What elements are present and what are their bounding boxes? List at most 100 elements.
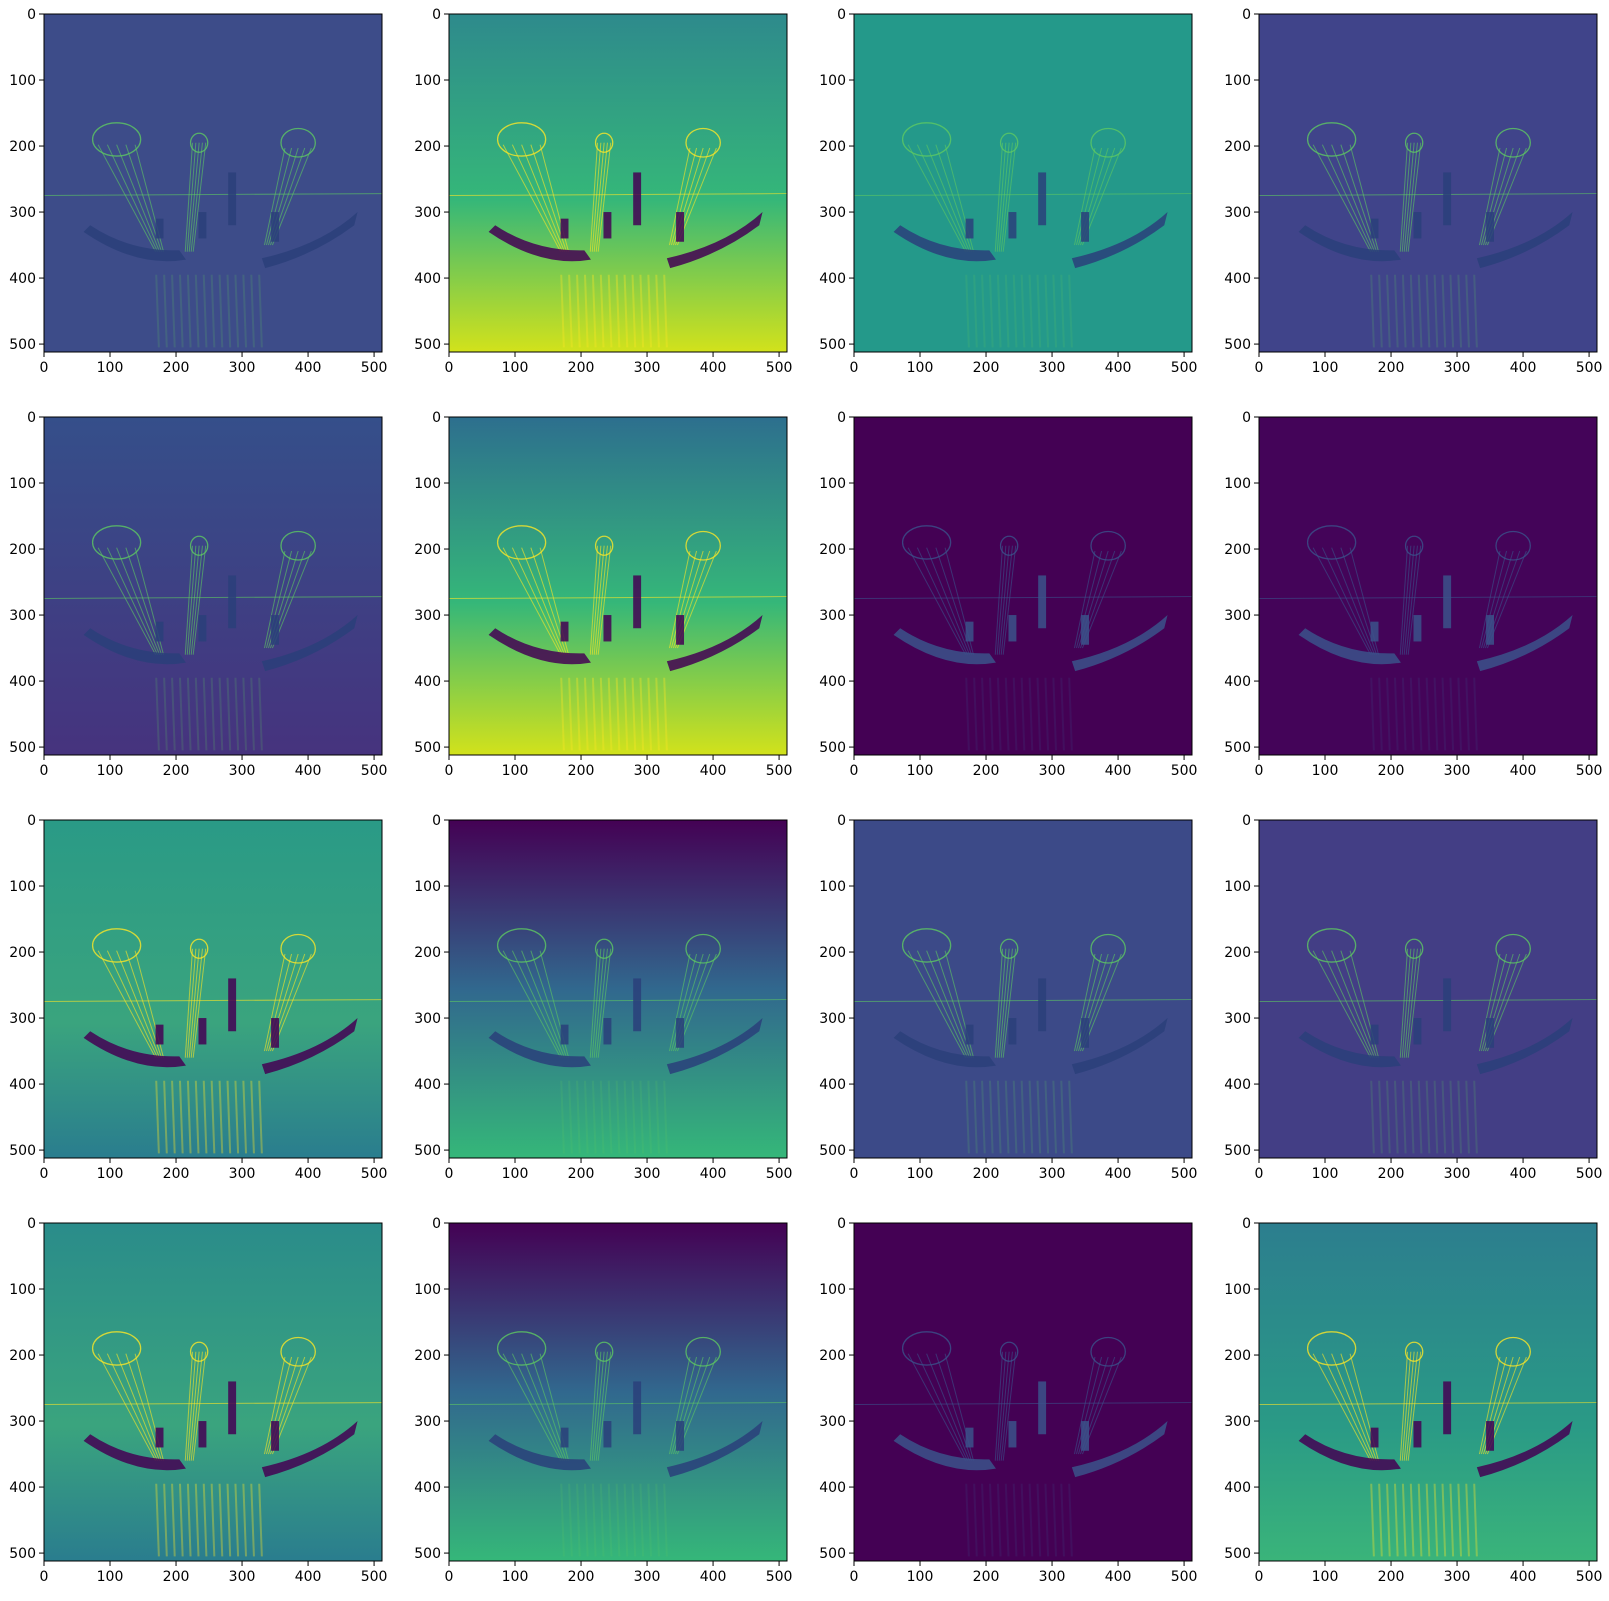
reflection-streak xyxy=(171,677,176,751)
fisherman-shape xyxy=(155,621,164,642)
reflection-streak xyxy=(615,1483,621,1557)
feature-map-image xyxy=(449,1223,787,1561)
fisherman-shape xyxy=(633,978,642,1032)
net-line xyxy=(1401,142,1412,252)
net-line xyxy=(907,144,967,252)
net-line xyxy=(998,545,1010,655)
y-tick-label: 200 xyxy=(414,542,441,558)
net-line xyxy=(1002,545,1017,655)
boat-shape xyxy=(261,1421,358,1478)
feature-map-image xyxy=(854,820,1192,1158)
horizon-line xyxy=(1258,596,1598,600)
reflection-streak xyxy=(1370,1483,1375,1557)
reflection-streak xyxy=(1044,677,1050,751)
net-line xyxy=(1002,1351,1017,1461)
y-tick-label: 500 xyxy=(1224,337,1251,353)
x-tick-label: 500 xyxy=(766,360,793,376)
reflection-streak xyxy=(583,1080,589,1154)
net-line xyxy=(593,1351,605,1461)
reflection-streak xyxy=(1378,1483,1383,1557)
reflection-streak xyxy=(1433,677,1439,751)
reflection-streak xyxy=(973,677,978,751)
x-tick-label: 100 xyxy=(907,360,934,376)
fisherman-shape xyxy=(1038,575,1047,629)
net-line xyxy=(1401,948,1412,1058)
x-tick-label: 400 xyxy=(700,360,727,376)
net-line xyxy=(188,545,200,655)
reflection-streak xyxy=(226,274,232,348)
reflection-streak xyxy=(1473,1080,1478,1154)
reflection-streak xyxy=(988,1080,994,1154)
reflection-streak xyxy=(1378,677,1383,751)
net-line xyxy=(116,144,160,252)
reflection-streak xyxy=(576,1483,581,1557)
x-tick-label: 100 xyxy=(97,1166,124,1182)
reflection-streak xyxy=(568,677,573,751)
fisherman-shape xyxy=(676,615,685,645)
net-line xyxy=(670,550,698,649)
x-tick-label: 100 xyxy=(907,1166,934,1182)
reflection-streak xyxy=(171,1080,176,1154)
net-line xyxy=(190,1351,203,1461)
net-line xyxy=(589,545,599,655)
reflection-streak xyxy=(1401,274,1407,348)
reflection-streak xyxy=(1465,1080,1470,1154)
net-line xyxy=(994,545,1004,655)
y-tick-label: 0 xyxy=(1242,410,1251,426)
y-tick-label: 300 xyxy=(9,1011,36,1027)
y-tick-label: 500 xyxy=(414,337,441,353)
horizon-line xyxy=(853,999,1193,1003)
y-tick-label: 200 xyxy=(9,1348,36,1364)
boat-shape xyxy=(488,225,591,262)
x-tick-label: 500 xyxy=(1576,360,1603,376)
net-line xyxy=(511,950,563,1058)
fisherman-shape xyxy=(1008,212,1017,239)
net-rim xyxy=(1404,938,1424,959)
reflection-streak xyxy=(973,274,978,348)
boat-shape xyxy=(261,615,358,672)
reflection-streak xyxy=(178,1483,184,1557)
reflection-streak xyxy=(1393,274,1399,348)
y-tick-label: 500 xyxy=(9,1143,36,1159)
reflection-streak xyxy=(210,677,216,751)
reflection-streak xyxy=(981,1080,986,1154)
fisherman-shape xyxy=(1443,1381,1452,1435)
net-line xyxy=(116,950,160,1058)
boat-shape xyxy=(1476,212,1573,269)
reflection-streak xyxy=(1457,274,1463,348)
reflection-streak xyxy=(1012,1483,1018,1557)
reflection-streak xyxy=(591,274,597,348)
reflection-streak xyxy=(1052,1483,1058,1557)
net-line xyxy=(192,545,207,655)
reflection-streak xyxy=(186,1080,192,1154)
net-line xyxy=(1480,1356,1508,1455)
reflection-streak xyxy=(1386,274,1391,348)
horizon-line xyxy=(448,999,788,1003)
net-line xyxy=(994,948,1004,1058)
reflection-streak xyxy=(965,1483,970,1557)
x-tick-label: 300 xyxy=(634,1569,661,1585)
reflection-streak xyxy=(568,1483,573,1557)
y-tick-label: 200 xyxy=(414,139,441,155)
feature-map-image xyxy=(449,820,787,1158)
reflection-streak xyxy=(615,274,621,348)
reflection-streak xyxy=(655,1483,660,1557)
net-line xyxy=(1074,550,1096,649)
feature-map-image xyxy=(1259,417,1597,755)
net-line xyxy=(1405,142,1418,252)
y-tick-label: 100 xyxy=(9,476,36,492)
y-tick-label: 300 xyxy=(9,205,36,221)
y-tick-label: 400 xyxy=(414,1480,441,1496)
x-tick-label: 200 xyxy=(973,1166,1000,1182)
reflection-streak xyxy=(655,1080,660,1154)
net-line xyxy=(1480,147,1508,246)
reflection-streak xyxy=(996,274,1002,348)
reflection-streak xyxy=(663,677,668,751)
x-tick-label: 400 xyxy=(1105,360,1132,376)
net-line xyxy=(1399,142,1409,252)
y-tick-label: 300 xyxy=(9,1414,36,1430)
